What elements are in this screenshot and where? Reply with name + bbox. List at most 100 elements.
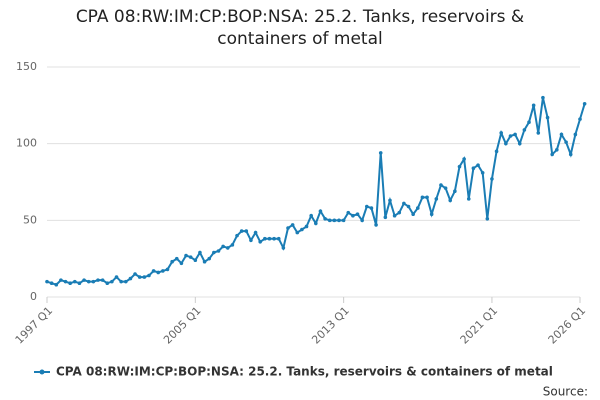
point <box>341 218 346 223</box>
point <box>68 281 72 286</box>
point <box>286 226 290 230</box>
point <box>494 149 499 154</box>
y-tick-label: 0 <box>30 290 37 303</box>
point <box>207 256 212 261</box>
point <box>249 238 253 243</box>
point <box>504 141 508 146</box>
point <box>91 279 96 284</box>
point <box>573 132 578 137</box>
point <box>406 204 411 209</box>
point <box>531 103 536 108</box>
point <box>578 117 582 121</box>
point <box>290 223 295 227</box>
point <box>165 267 170 272</box>
x-tick-label: 2013 Q1 <box>309 304 352 347</box>
point <box>568 152 573 157</box>
x-tick-label: 1997 Q1 <box>13 304 56 347</box>
point <box>582 102 587 106</box>
point <box>480 171 485 175</box>
point <box>536 131 541 135</box>
point <box>346 210 351 215</box>
point <box>517 141 522 146</box>
point <box>448 198 453 203</box>
point <box>128 276 133 281</box>
point <box>49 281 54 286</box>
point <box>137 275 142 279</box>
point <box>402 201 406 206</box>
point <box>45 279 49 284</box>
x-tick-label: 2005 Q1 <box>161 304 204 347</box>
point <box>429 212 434 216</box>
point <box>309 213 313 218</box>
point <box>508 134 513 138</box>
point <box>156 270 161 275</box>
point <box>304 224 309 229</box>
point <box>202 259 207 264</box>
point <box>59 278 63 282</box>
point <box>388 198 392 203</box>
point <box>555 148 559 152</box>
chart-title: CPA 08:RW:IM:CP:BOP:NSA: 25.2. Tanks, re… <box>75 7 525 49</box>
point <box>425 195 429 200</box>
point <box>258 240 263 244</box>
point <box>216 249 221 253</box>
point <box>415 206 420 210</box>
point <box>453 189 457 193</box>
point <box>527 120 531 124</box>
point <box>86 279 91 284</box>
point <box>54 282 59 287</box>
point <box>300 227 304 232</box>
point <box>123 279 128 284</box>
point <box>100 278 105 282</box>
point <box>73 279 77 284</box>
point <box>272 236 276 241</box>
point <box>360 218 364 223</box>
point <box>323 217 327 221</box>
point <box>550 152 554 157</box>
point <box>513 132 517 137</box>
point <box>439 183 443 187</box>
point <box>378 151 383 155</box>
point <box>281 246 286 250</box>
point <box>411 212 415 216</box>
x-tick-label: 2026 Q1 <box>546 304 589 347</box>
series-line <box>46 97 586 286</box>
point <box>355 212 360 216</box>
legend-label: CPA 08:RW:IM:CP:BOP:NSA: 25.2. Tanks, re… <box>56 365 553 379</box>
point <box>77 281 82 286</box>
point <box>151 269 156 273</box>
point <box>314 221 318 226</box>
point <box>244 229 249 233</box>
point <box>96 278 100 282</box>
point <box>462 157 466 161</box>
point <box>133 272 137 276</box>
point <box>82 278 86 282</box>
point <box>397 210 402 215</box>
y-tick-label: 50 <box>23 213 37 226</box>
point <box>541 95 545 100</box>
point <box>374 223 378 227</box>
point <box>337 218 341 223</box>
point <box>147 273 151 278</box>
point <box>142 275 147 279</box>
point <box>179 261 184 266</box>
point <box>476 163 480 167</box>
point <box>383 215 388 220</box>
point <box>267 236 272 241</box>
point <box>212 250 216 255</box>
point <box>235 233 239 238</box>
point <box>221 244 225 249</box>
point <box>392 213 397 218</box>
point <box>457 164 462 169</box>
point <box>318 209 323 213</box>
point <box>119 279 123 284</box>
point <box>327 218 332 223</box>
point <box>110 279 114 284</box>
legend-symbol-dot <box>39 369 45 375</box>
point <box>564 140 568 144</box>
point <box>63 279 68 284</box>
point <box>471 166 476 170</box>
point <box>499 131 504 135</box>
point <box>369 206 374 210</box>
